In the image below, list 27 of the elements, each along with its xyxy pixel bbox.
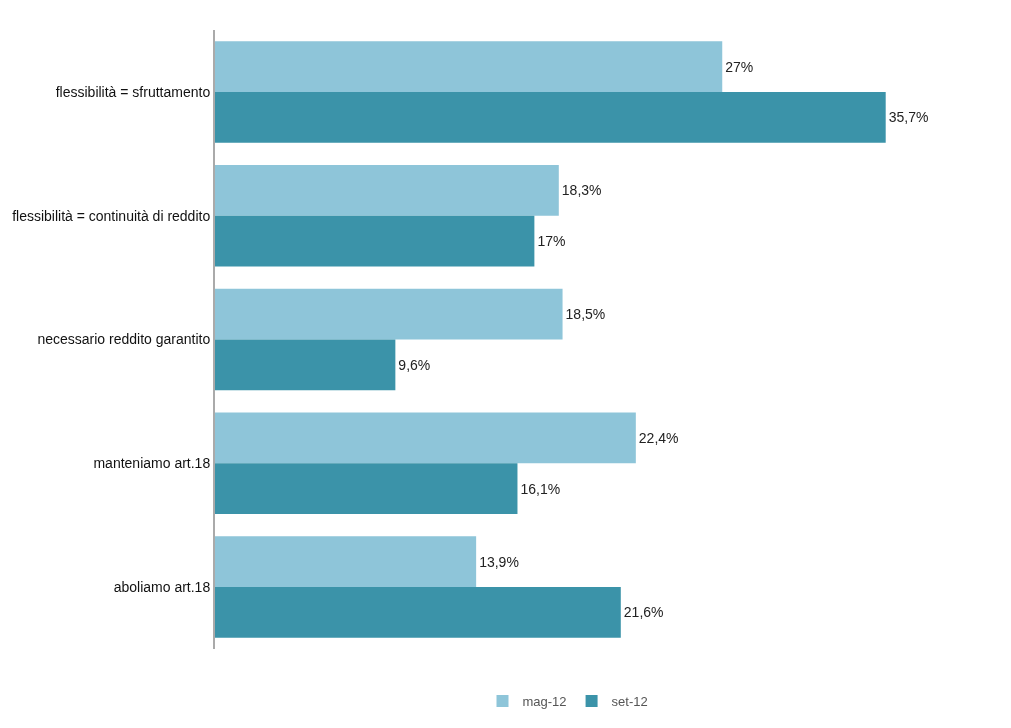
bar (215, 91, 886, 143)
data-label: 17% (537, 233, 566, 250)
bar (215, 536, 477, 588)
data-label: 13,9% (479, 553, 519, 570)
data-label: 18,3% (561, 182, 602, 199)
bar (215, 288, 563, 340)
y-tick-label: flessibilità = sfruttamento (55, 83, 211, 100)
data-label: 22,4% (638, 429, 679, 446)
legend-label: set-12 (611, 694, 648, 710)
y-tick-label: flessibilità = continuità di reddito (12, 207, 211, 224)
data-label: 9,6% (398, 356, 431, 373)
y-tick-label: aboliamo art.18 (113, 579, 211, 595)
bar (215, 215, 535, 267)
bar (215, 412, 636, 464)
bar (215, 587, 621, 638)
bar (215, 41, 723, 92)
data-label: 16,1% (520, 480, 561, 497)
y-tick-label: necessario reddito garantito (37, 331, 211, 348)
bar (215, 463, 518, 515)
bar (215, 164, 559, 216)
legend-label: mag-12 (522, 694, 567, 710)
data-label: 18,5% (565, 306, 606, 323)
data-label: 21,6% (623, 604, 664, 621)
data-label: 35,7% (888, 109, 929, 126)
y-tick-label: manteniamo art.18 (93, 455, 211, 472)
bar (215, 339, 396, 391)
data-label: 27% (725, 58, 754, 75)
